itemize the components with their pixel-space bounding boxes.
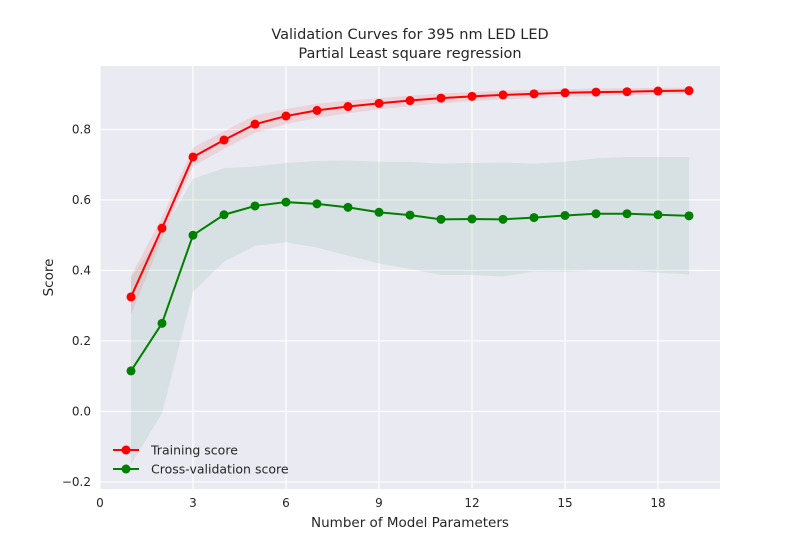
- plot-background: [100, 66, 720, 489]
- data-point-series-0: [188, 152, 198, 162]
- y-tick-label: 0.0: [72, 405, 91, 419]
- data-point-series-0: [498, 90, 508, 100]
- x-tick-label: 3: [189, 496, 197, 510]
- data-point-series-1: [467, 214, 477, 224]
- data-point-series-1: [591, 209, 601, 219]
- grid-lines: [99, 66, 720, 489]
- data-point-series-0: [684, 86, 694, 96]
- data-point-series-1: [219, 210, 229, 220]
- data-point-series-0: [281, 111, 291, 121]
- y-tick-label: 0.2: [72, 334, 91, 348]
- data-point-series-0: [405, 96, 415, 106]
- x-tick-label: 18: [650, 496, 665, 510]
- data-point-series-1: [188, 230, 198, 240]
- legend-swatch-training-marker: [121, 445, 131, 455]
- chart-subtitle: Partial Least square regression: [298, 46, 521, 62]
- data-point-series-0: [436, 93, 446, 103]
- x-tick-label: 0: [96, 496, 104, 510]
- data-point-series-1: [653, 210, 663, 220]
- data-point-series-0: [374, 98, 384, 108]
- data-point-series-0: [250, 119, 260, 129]
- data-point-series-1: [498, 214, 508, 224]
- data-point-series-0: [126, 292, 136, 302]
- data-point-series-1: [374, 207, 384, 217]
- data-point-series-1: [560, 210, 570, 220]
- data-point-series-1: [684, 211, 694, 221]
- data-point-series-0: [467, 91, 477, 101]
- data-point-series-1: [281, 197, 291, 207]
- data-point-series-1: [250, 201, 260, 211]
- data-point-series-1: [529, 213, 539, 223]
- data-point-series-1: [157, 318, 167, 328]
- confidence-bands: [131, 87, 689, 465]
- data-point-series-0: [219, 135, 229, 145]
- y-axis-label: Score: [41, 259, 57, 297]
- data-point-series-1: [405, 210, 415, 220]
- x-tick-label: 12: [464, 496, 479, 510]
- data-point-series-1: [436, 214, 446, 224]
- chart-title: Validation Curves for 395 nm LED LED: [271, 27, 548, 43]
- legend-label-training: Training score: [150, 443, 238, 458]
- legend-swatch-cv-marker: [121, 464, 131, 474]
- data-point-series-1: [126, 366, 136, 376]
- y-tick-label: 0.4: [72, 264, 91, 278]
- data-point-series-0: [653, 86, 663, 96]
- series-lines: [126, 86, 694, 376]
- tick-labels: 0 3 6 9 12 15 18 −0.2 0.0 0.2 0.4 0.6 0.8: [62, 123, 666, 510]
- data-point-series-0: [343, 102, 353, 112]
- data-point-series-1: [312, 199, 322, 209]
- legend-label-cv: Cross-validation score: [151, 462, 289, 477]
- data-point-series-0: [622, 87, 632, 97]
- x-axis-label: Number of Model Parameters: [311, 515, 509, 531]
- data-point-series-1: [343, 202, 353, 212]
- band-series-1: [131, 156, 689, 465]
- data-point-series-0: [560, 88, 570, 98]
- data-point-series-1: [622, 209, 632, 219]
- y-tick-label: 0.8: [72, 123, 91, 137]
- x-tick-label: 6: [282, 496, 290, 510]
- y-tick-label: 0.6: [72, 193, 91, 207]
- data-point-series-0: [157, 223, 167, 233]
- data-point-series-0: [312, 105, 322, 115]
- x-tick-label: 9: [375, 496, 383, 510]
- y-tick-label: −0.2: [62, 475, 91, 489]
- x-tick-label: 15: [557, 496, 572, 510]
- data-point-series-0: [591, 87, 601, 97]
- data-point-series-0: [529, 89, 539, 99]
- legend: Training score Cross-validation score: [113, 443, 289, 477]
